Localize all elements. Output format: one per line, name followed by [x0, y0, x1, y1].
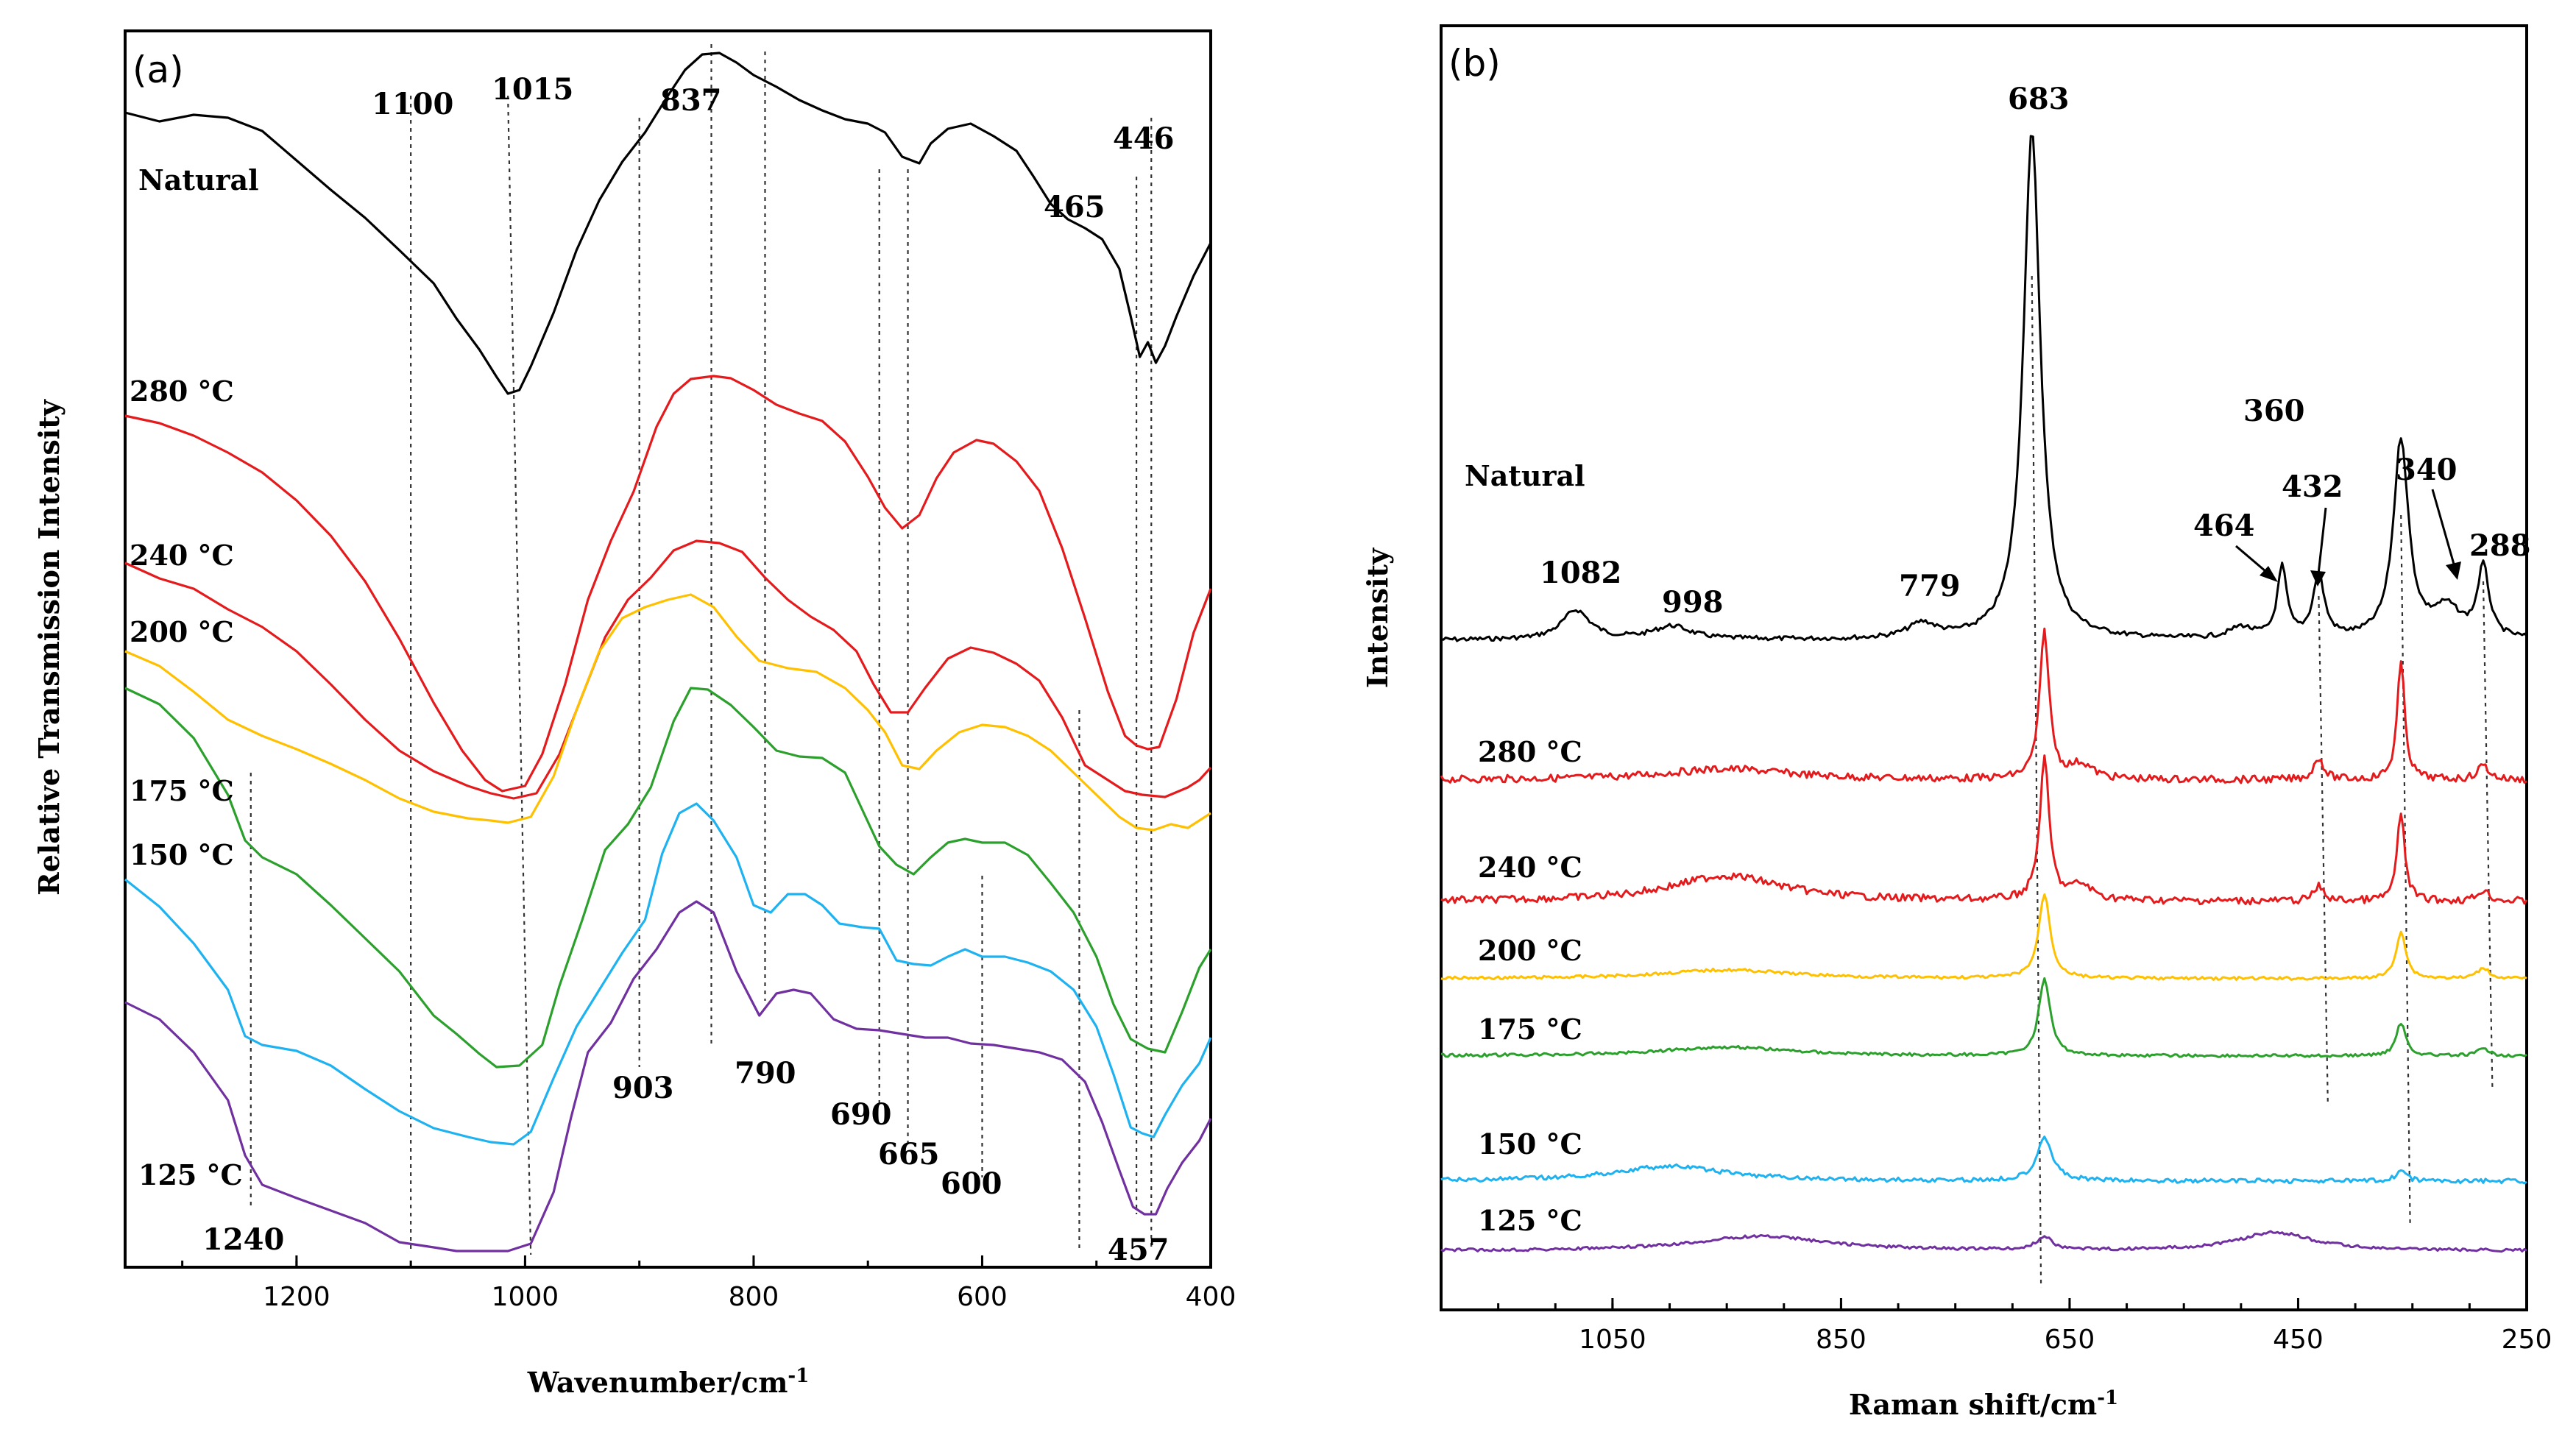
- series-line-240-c: [124, 539, 1212, 800]
- x-tick-label-a: 800: [729, 1282, 779, 1312]
- panel-b-x-axis-title-text: Raman shift/cm: [1849, 1388, 2097, 1421]
- x-tick-label-a: 1000: [492, 1282, 559, 1312]
- arrow-340-line: [2431, 489, 2456, 567]
- arrow-464-head: [2260, 566, 2278, 582]
- panel-b-series: [1440, 135, 2528, 1253]
- series-label-280-b: 280 °C: [1478, 735, 1582, 768]
- panel-a-x-axis-title-sup: -1: [788, 1365, 809, 1387]
- series-line-b-240-c: [1440, 754, 2528, 906]
- x-tick-label-a: 400: [1186, 1282, 1236, 1312]
- peak-label-690: 690: [830, 1097, 892, 1132]
- panel-a-series-labels: Natural 280 °C 240 °C 200 °C 175 °C 150 …: [130, 163, 259, 1191]
- x-tick-label-b: 250: [2502, 1325, 2552, 1355]
- series-line-b-200-c: [1440, 893, 2527, 981]
- series-label-175: 175 °C: [130, 774, 234, 807]
- peak-label-1100: 1100: [372, 87, 453, 121]
- series-label-125: 125 °C: [138, 1158, 243, 1191]
- series-line-b-150-c: [1440, 1135, 2527, 1185]
- peak-label-600: 600: [941, 1166, 1002, 1201]
- panel-b-plot-area: [1440, 24, 2528, 1311]
- panel-a-peak-labels: 1100 1015 837 446 465 903 790 690 665 60…: [202, 72, 1175, 1267]
- panel-a-peak-guides: [250, 44, 1153, 1255]
- peak-label-1240: 1240: [202, 1222, 284, 1257]
- peak-label-432: 432: [2282, 470, 2343, 504]
- series-line-b-natural: [1440, 135, 2528, 642]
- series-label-200: 200 °C: [130, 615, 234, 648]
- peak-label-1015: 1015: [492, 72, 573, 107]
- series-line-b-125-c: [1440, 1230, 2527, 1253]
- peak-label-464: 464: [2193, 509, 2255, 543]
- raman-chart-panel-b: (b) 1050 850 650 450 250 Natural 280 °C 240 …: [1361, 24, 2552, 1421]
- panel-b-y-axis-title: Intensity: [1361, 548, 1394, 688]
- series-line-b-175-c: [1441, 977, 2527, 1058]
- x-tick-label-b: 650: [2045, 1325, 2095, 1355]
- peak-label-998: 998: [1662, 585, 1724, 620]
- panel-b-x-axis-title: Raman shift/cm-1: [1849, 1387, 2118, 1421]
- series-line-175-c: [124, 687, 1212, 1069]
- series-label-240: 240 °C: [130, 539, 234, 572]
- series-line-natural: [124, 52, 1212, 395]
- panel-a-x-ticks: 1200 1000 800 600 400: [181, 1255, 1236, 1312]
- x-tick-label-b: 450: [2273, 1325, 2324, 1355]
- panel-a-label: (a): [132, 49, 184, 91]
- series-label-280: 280 °C: [130, 375, 234, 408]
- x-tick-label-b: 850: [1816, 1325, 1866, 1355]
- peak-label-665: 665: [878, 1137, 940, 1172]
- series-line-280-c: [124, 375, 1212, 793]
- panel-b-peak-arrows: [2235, 489, 2461, 587]
- guide-line-b: [2400, 514, 2411, 1226]
- panel-a-y-axis-title: Relative Transmission Intensity: [32, 399, 66, 896]
- series-line-125-c: [124, 900, 1212, 1252]
- guide-line-b: [2482, 581, 2494, 1090]
- series-line-200-c: [124, 593, 1211, 832]
- series-label-natural-b: Natural: [1465, 459, 1585, 492]
- peak-label-903: 903: [612, 1071, 674, 1105]
- panel-b-label: (b): [1448, 42, 1501, 85]
- panel-b-x-axis-title-sup: -1: [2097, 1387, 2118, 1409]
- series-label-240-b: 240 °C: [1478, 851, 1582, 884]
- panel-b-peak-labels: 683 360 340 288 464 432 1082 998 779: [1540, 82, 2531, 620]
- series-label-175-b: 175 °C: [1478, 1013, 1582, 1046]
- x-tick-label-a: 600: [957, 1282, 1008, 1312]
- peak-label-790: 790: [735, 1056, 796, 1091]
- peak-label-779: 779: [1899, 569, 1961, 603]
- series-line-150-c: [124, 802, 1212, 1146]
- guide-line-a: [507, 95, 532, 1255]
- peak-label-1082: 1082: [1540, 556, 1621, 590]
- series-label-natural: Natural: [138, 163, 259, 196]
- peak-label-465: 465: [1044, 190, 1105, 224]
- peak-label-683: 683: [2008, 82, 2070, 116]
- peak-label-340: 340: [2396, 453, 2458, 487]
- series-label-200-b: 200 °C: [1478, 934, 1582, 967]
- series-line-b-280-c: [1440, 627, 2527, 784]
- panel-b-x-ticks: 1050 850 650 450 250: [1497, 1298, 2552, 1355]
- arrow-432-head: [2310, 570, 2326, 587]
- panel-b-series-labels: Natural 280 °C 240 °C 200 °C 175 °C 150 …: [1465, 459, 1585, 1237]
- x-tick-label-a: 1200: [263, 1282, 330, 1312]
- arrow-340-head: [2446, 561, 2461, 580]
- peak-label-360: 360: [2243, 394, 2305, 428]
- peak-label-457: 457: [1108, 1233, 1170, 1267]
- series-label-150-b: 150 °C: [1478, 1127, 1582, 1161]
- x-tick-label-b: 1050: [1579, 1325, 1646, 1355]
- series-label-125-b: 125 °C: [1478, 1204, 1582, 1237]
- peak-label-446: 446: [1113, 121, 1175, 156]
- panel-b-peak-guides: [2031, 275, 2494, 1289]
- peak-label-288: 288: [2469, 528, 2531, 563]
- panel-a-x-axis-title-text: Wavenumber/cm: [527, 1366, 788, 1399]
- ftir-chart-panel-a: (a) 1200 1000 800 600 400 Natural 280 °C 240…: [32, 29, 1236, 1399]
- series-label-150: 150 °C: [130, 838, 234, 871]
- arrow-432-line: [2317, 507, 2327, 575]
- guide-line-b: [2031, 275, 2042, 1289]
- panel-a-plot-area: [124, 29, 1212, 1269]
- panel-a-series: [124, 52, 1212, 1252]
- panel-a-x-axis-title: Wavenumber/cm-1: [527, 1365, 810, 1399]
- peak-label-837: 837: [660, 83, 722, 118]
- guide-line-b: [2318, 595, 2329, 1105]
